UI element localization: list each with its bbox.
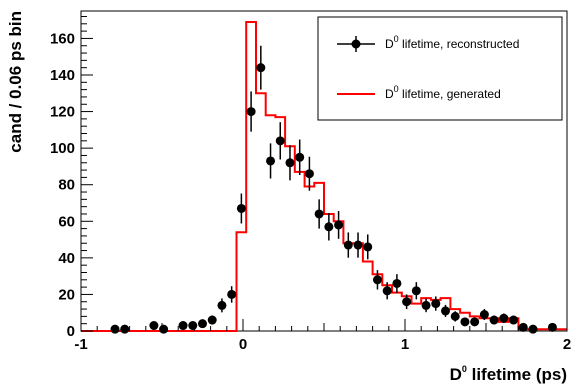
data-point xyxy=(188,321,198,331)
data-point xyxy=(372,275,382,285)
data-point xyxy=(178,321,188,331)
x-axis-title-rest: lifetime (ps) xyxy=(467,365,567,384)
data-point xyxy=(236,203,246,213)
y-axis-title: cand / 0.06 ps bin xyxy=(6,11,25,153)
legend-label-reconstructed-rest: lifetime, reconstructed xyxy=(399,37,520,51)
legend: D0 lifetime, reconstructed D0 lifetime, … xyxy=(317,16,563,121)
data-point xyxy=(120,324,130,334)
legend-label-reconstructed-sup: 0 xyxy=(394,34,399,44)
data-point xyxy=(547,322,557,332)
y-tick-label: 60 xyxy=(58,213,75,230)
legend-label-generated-sup: 0 xyxy=(394,84,399,94)
data-point xyxy=(382,286,392,296)
data-point xyxy=(149,321,159,331)
legend-marker-reconstructed xyxy=(351,39,361,49)
x-axis-title-base: D xyxy=(450,365,462,384)
reconstructed-points xyxy=(110,45,557,334)
legend-label-generated: D0 lifetime, generated xyxy=(385,84,501,101)
data-point xyxy=(217,300,227,310)
data-point xyxy=(246,107,256,117)
x-tick-label: -1 xyxy=(74,336,87,353)
legend-label-reconstructed: D0 lifetime, reconstructed xyxy=(385,34,519,51)
data-point xyxy=(411,286,421,296)
data-point xyxy=(363,242,373,252)
x-axis-title-sup: 0 xyxy=(462,364,467,374)
data-point xyxy=(110,324,120,334)
data-point xyxy=(450,311,460,321)
x-tick-label: 2 xyxy=(563,336,571,353)
data-point xyxy=(489,315,499,325)
data-point xyxy=(295,152,305,162)
data-point xyxy=(198,319,207,329)
legend-label-reconstructed-base: D xyxy=(385,37,394,51)
data-point xyxy=(314,209,324,219)
data-point xyxy=(402,297,412,307)
data-point xyxy=(324,222,334,232)
y-tick-label: 40 xyxy=(58,250,75,267)
legend-label-generated-rest: lifetime, generated xyxy=(399,87,501,101)
data-point xyxy=(518,322,528,332)
x-tick-label: 1 xyxy=(401,336,409,353)
data-point xyxy=(528,324,538,334)
data-point xyxy=(304,169,314,179)
legend-label-generated-base: D xyxy=(385,87,394,101)
axis-ticks xyxy=(80,15,568,332)
data-point xyxy=(227,289,237,299)
x-tick-label: 0 xyxy=(239,336,247,353)
data-point xyxy=(441,306,450,316)
y-tick-label: 80 xyxy=(58,177,75,194)
y-tick-label: 0 xyxy=(67,323,75,340)
data-point xyxy=(499,313,509,323)
y-tick-label: 120 xyxy=(50,104,75,121)
data-point xyxy=(392,278,402,288)
data-point xyxy=(470,317,480,327)
data-point xyxy=(334,220,344,230)
data-point xyxy=(479,310,489,320)
legend-box xyxy=(317,16,563,121)
data-point xyxy=(431,299,441,309)
data-point xyxy=(353,240,363,250)
y-tick-label: 100 xyxy=(50,140,75,157)
y-tick-label: 160 xyxy=(50,30,75,47)
generated-step-line xyxy=(81,21,567,332)
x-axis-title: D0 lifetime (ps) xyxy=(450,364,567,384)
data-point xyxy=(256,63,266,73)
data-point xyxy=(460,317,470,327)
data-point xyxy=(509,315,519,325)
data-point xyxy=(421,300,431,310)
data-point xyxy=(266,156,276,166)
y-tick-label: 20 xyxy=(58,286,75,303)
data-point xyxy=(207,315,217,325)
y-tick-label: 140 xyxy=(50,67,75,84)
data-point xyxy=(275,136,285,146)
data-point xyxy=(159,324,169,334)
data-point xyxy=(285,158,295,168)
generated-histogram xyxy=(81,21,567,332)
data-point xyxy=(343,240,353,250)
